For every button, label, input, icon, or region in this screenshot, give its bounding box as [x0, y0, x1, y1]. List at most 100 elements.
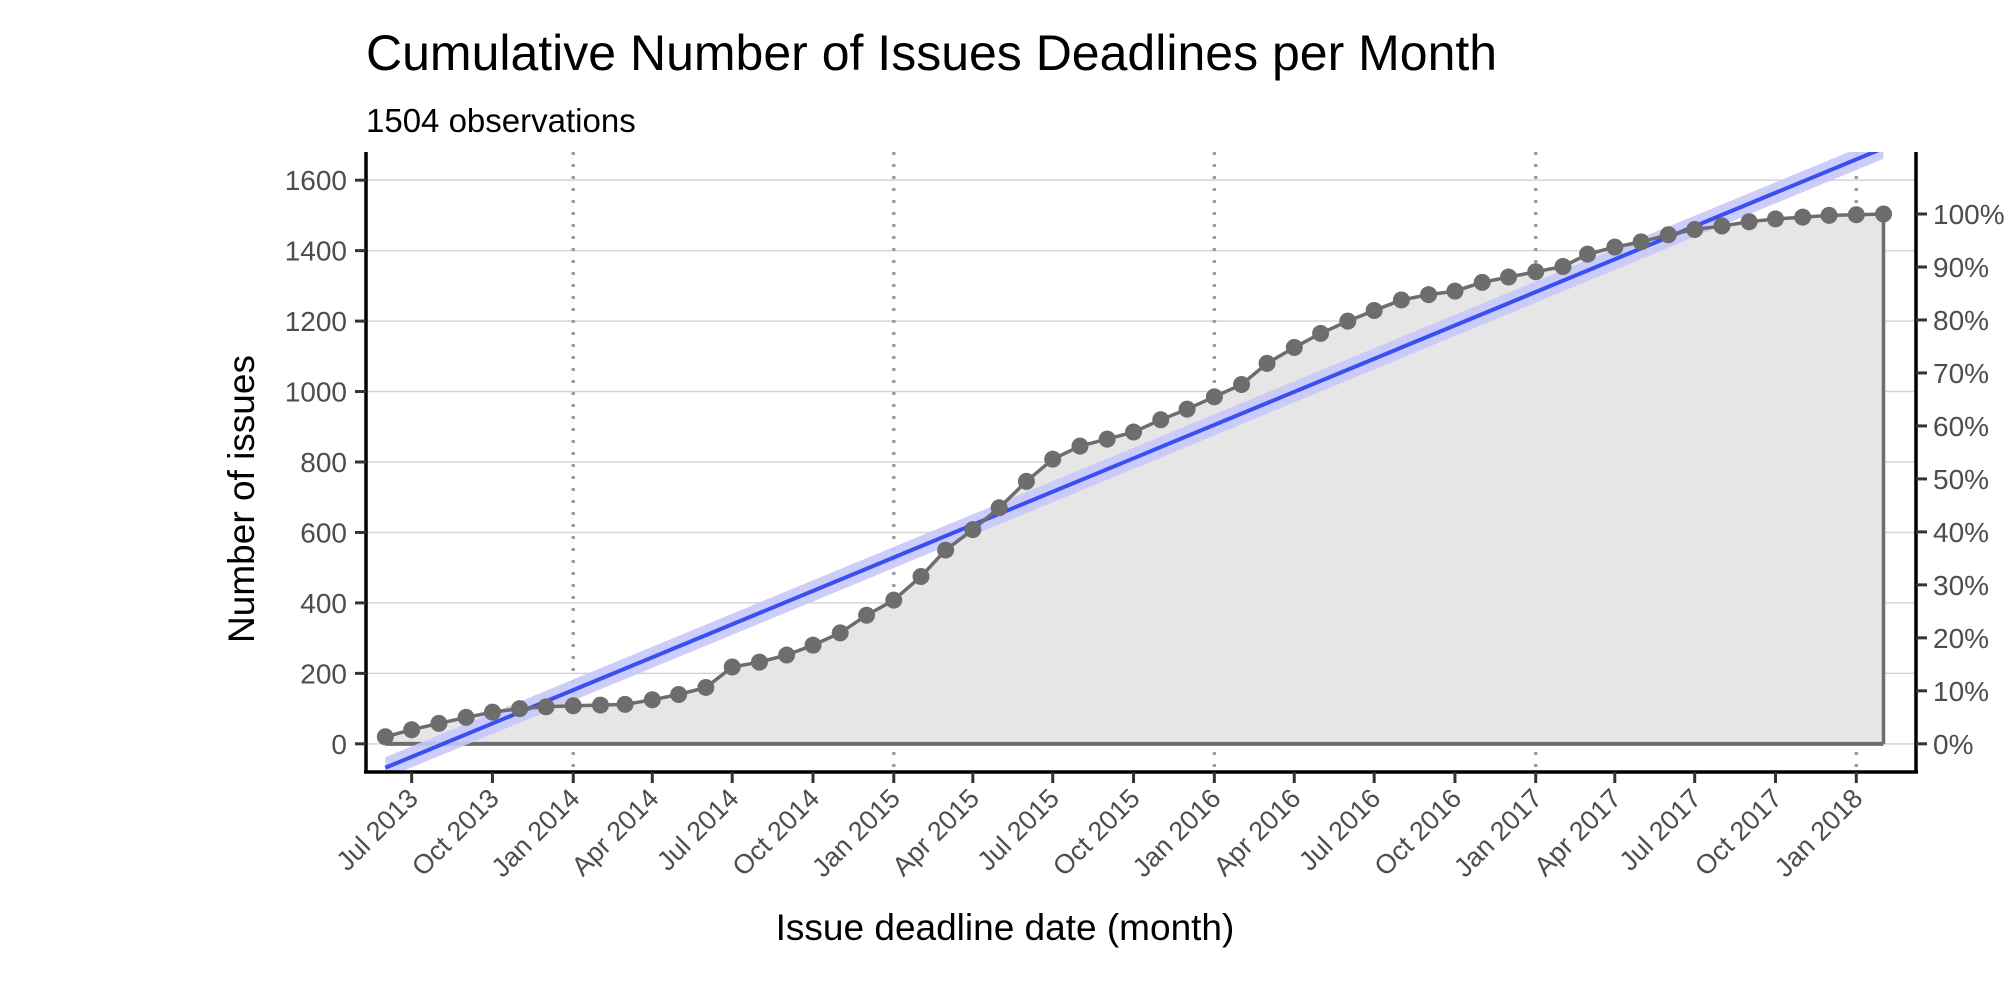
- y2-axis-ticks: 0% 10% 20% 30% 40% 50% 60% 70% 80% 90% 100%: [1916, 199, 2005, 760]
- y2-tick-label: 10%: [1933, 676, 1989, 707]
- data-point: [912, 567, 930, 585]
- data-point: [1071, 437, 1089, 455]
- data-point: [1500, 268, 1518, 286]
- data-point: [643, 691, 661, 709]
- data-point: [1794, 208, 1812, 226]
- data-point: [1312, 324, 1330, 342]
- y2-tick-label: 70%: [1933, 358, 1989, 389]
- data-point: [457, 708, 475, 726]
- data-point: [964, 521, 982, 539]
- y-axis-ticks: 0 200 400 600 800 1000 1200 1400 1600: [285, 165, 366, 760]
- data-point: [1713, 217, 1731, 235]
- data-point: [804, 636, 822, 654]
- data-point: [1098, 430, 1116, 448]
- x-tick-label: Apr 2016: [1208, 783, 1307, 882]
- data-point: [1820, 206, 1838, 224]
- y2-tick-label: 60%: [1933, 411, 1989, 442]
- data-point: [591, 696, 609, 714]
- y2-tick-label: 20%: [1933, 623, 1989, 654]
- y-tick-label: 0: [331, 729, 347, 760]
- data-point: [1017, 472, 1035, 490]
- data-point: [1659, 226, 1677, 244]
- data-point: [1205, 388, 1223, 406]
- data-point: [1125, 423, 1143, 441]
- data-point: [1044, 450, 1062, 468]
- data-point: [778, 646, 796, 664]
- data-point: [1473, 273, 1491, 291]
- data-point: [1527, 263, 1545, 281]
- data-point: [1686, 221, 1704, 238]
- data-point: [1579, 245, 1597, 263]
- data-point: [537, 698, 555, 716]
- data-point: [1740, 213, 1758, 231]
- data-point: [858, 606, 876, 624]
- y-tick-label: 200: [300, 658, 347, 689]
- data-point: [564, 697, 582, 715]
- data-point: [723, 658, 741, 676]
- data-point: [511, 700, 529, 718]
- y2-tick-label: 100%: [1933, 199, 2005, 230]
- data-point: [1365, 302, 1383, 320]
- data-point: [1606, 238, 1624, 256]
- chart-title: Cumulative Number of Issues Deadlines pe…: [366, 25, 1498, 81]
- data-point: [885, 591, 903, 609]
- x-tick-label: Jan 2017: [1448, 783, 1548, 883]
- y-tick-label: 400: [300, 588, 347, 619]
- y2-tick-label: 0%: [1933, 729, 1973, 760]
- data-point: [1178, 400, 1196, 418]
- data-point: [616, 695, 634, 713]
- data-point: [403, 721, 421, 739]
- data-point: [483, 703, 501, 721]
- x-tick-label: Apr 2015: [886, 783, 985, 882]
- series-group: [376, 205, 1893, 746]
- data-point: [697, 678, 715, 696]
- y-axis-label: Number of issues: [221, 355, 262, 643]
- data-point: [1285, 339, 1303, 357]
- y-tick-label: 600: [300, 517, 347, 548]
- y2-tick-label: 80%: [1933, 305, 1989, 336]
- data-point: [376, 728, 394, 746]
- data-point: [430, 714, 448, 732]
- data-point: [1875, 205, 1893, 223]
- data-point: [1392, 291, 1410, 309]
- x-tick-label: Jan 2018: [1769, 783, 1869, 883]
- data-point: [1420, 286, 1438, 304]
- y2-tick-label: 40%: [1933, 517, 1989, 548]
- y2-tick-label: 30%: [1933, 570, 1989, 601]
- x-tick-label: Jan 2014: [486, 783, 586, 883]
- data-point: [1339, 312, 1357, 330]
- y-tick-label: 1200: [285, 306, 347, 337]
- data-point: [831, 624, 849, 642]
- area-fill: [385, 214, 1886, 746]
- data-point: [670, 686, 688, 703]
- area-under-series: [385, 214, 1884, 744]
- x-tick-label: Apr 2017: [1528, 783, 1627, 882]
- data-point: [1847, 206, 1865, 224]
- x-tick-label: Jan 2015: [806, 783, 906, 883]
- y2-tick-label: 90%: [1933, 252, 1989, 283]
- data-point: [1632, 233, 1650, 251]
- y-tick-label: 1000: [285, 377, 347, 408]
- trend-line: [384, 152, 1880, 770]
- data-point: [1258, 354, 1276, 372]
- trend-confidence-band: [385, 152, 1884, 772]
- trend-line-group: [384, 152, 1884, 772]
- y2-tick-label: 50%: [1933, 464, 1989, 495]
- chart-subtitle: 1504 observations: [366, 102, 636, 139]
- data-point: [1152, 411, 1170, 429]
- x-tick-label: Apr 2014: [566, 783, 665, 882]
- x-tick-label: Jan 2016: [1127, 783, 1227, 883]
- data-point: [937, 541, 955, 559]
- data-point: [1554, 257, 1572, 275]
- y-tick-label: 800: [300, 447, 347, 478]
- y-tick-label: 1600: [285, 165, 347, 196]
- data-point: [1766, 210, 1784, 228]
- data-point: [1446, 282, 1464, 300]
- data-point: [1233, 376, 1251, 393]
- x-axis-label: Issue deadline date (month): [776, 907, 1235, 948]
- data-point: [990, 499, 1008, 517]
- y-tick-label: 1400: [285, 236, 347, 267]
- data-point: [750, 653, 768, 671]
